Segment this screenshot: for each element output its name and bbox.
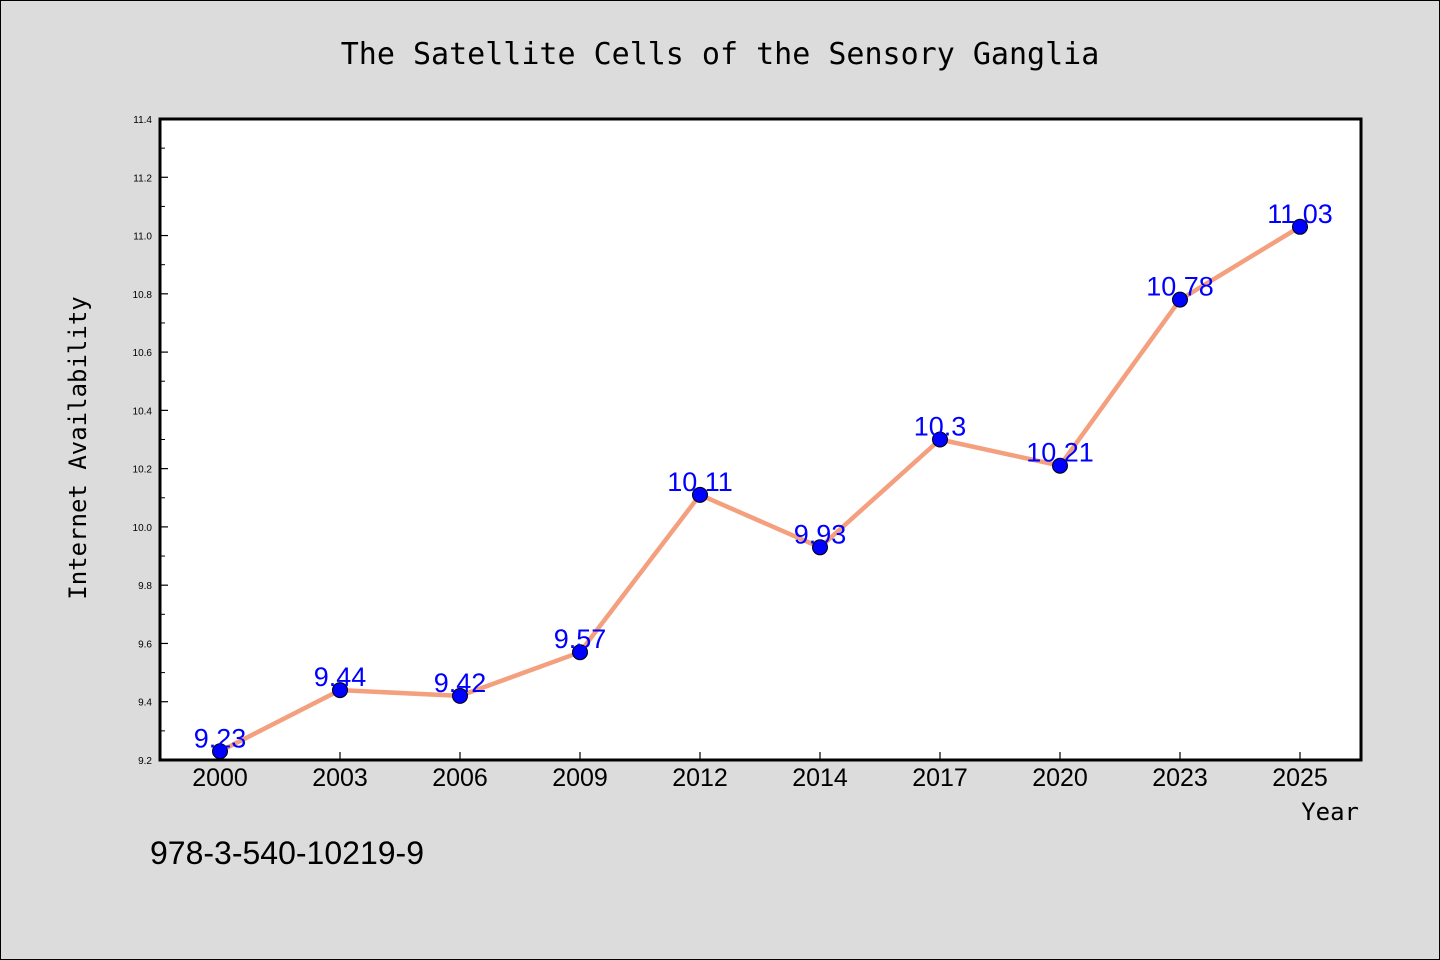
x-tick-label: 2006 [432, 764, 488, 792]
data-point [212, 743, 228, 760]
plot-area [158, 117, 1363, 762]
footer-isbn: 978-3-540-10219-9 [150, 835, 424, 871]
y-tick-label: 9.6 [138, 639, 152, 650]
x-tick-label: 2000 [192, 764, 248, 792]
x-tick-label: 2014 [792, 764, 848, 792]
data-point [1172, 291, 1188, 308]
data-label: 9.93 [794, 519, 847, 549]
data-label: 9.44 [314, 662, 367, 692]
data-point [572, 644, 588, 661]
x-tick-label: 2017 [912, 764, 968, 792]
data-label: 10.3 [914, 412, 967, 442]
x-tick-label: 2003 [312, 764, 368, 792]
data-label: 9.23 [194, 723, 247, 753]
data-point [1052, 457, 1068, 474]
data-label: 10.21 [1026, 438, 1094, 468]
data-point [692, 486, 708, 503]
series-line [218, 224, 1302, 754]
y-tick-label: 10.4 [133, 406, 153, 417]
data-point [812, 539, 828, 556]
data-labels-group: 9.23 9.44 9.42 9.57 10.11 9.93 10.3 10.21 10.78 1… [194, 199, 1333, 753]
data-point [332, 682, 348, 699]
y-tick-label: 10.0 [133, 523, 153, 534]
x-tick-label: 2020 [1032, 764, 1088, 792]
data-label: 10.11 [667, 467, 733, 497]
chart-title: The Satellite Cells of the Sensory Gangl… [341, 37, 1100, 72]
y-tick-label: 11.2 [133, 173, 152, 184]
data-point [1292, 218, 1308, 235]
y-tick-label: 9.8 [138, 581, 152, 592]
data-point [452, 687, 468, 704]
data-label: 9.57 [554, 624, 607, 654]
x-tick-label: 2025 [1272, 764, 1328, 792]
x-axis: 2000 2003 2006 2009 2012 2014 2017 2020 2023 2025 [192, 752, 1328, 792]
y-tick-label: 11.4 [133, 115, 152, 126]
y-tick-label: 11.0 [133, 232, 152, 243]
x-tick-label: 2009 [552, 764, 608, 792]
y-tick-label: 9.4 [138, 698, 152, 709]
x-tick-label: 2012 [672, 764, 728, 792]
y-tick-label: 10.2 [133, 465, 153, 476]
y-tick-label: 10.8 [133, 290, 153, 301]
y-tick-label: 9.2 [138, 756, 152, 767]
data-label: 9.42 [434, 668, 487, 698]
x-axis-label: Year [1301, 798, 1359, 826]
data-label: 11.03 [1267, 199, 1333, 229]
x-tick-label: 2023 [1152, 764, 1208, 792]
data-label: 10.78 [1146, 272, 1214, 302]
data-point [932, 431, 948, 448]
y-axis-label: Internet Availability [64, 296, 92, 599]
y-axis: 9.2 9.4 9.6 9.8 10.0 10.2 10.4 10.6 10.8 11.0 11.2… [133, 115, 168, 767]
series-line-group [212, 218, 1308, 760]
y-tick-label: 10.6 [133, 348, 153, 359]
